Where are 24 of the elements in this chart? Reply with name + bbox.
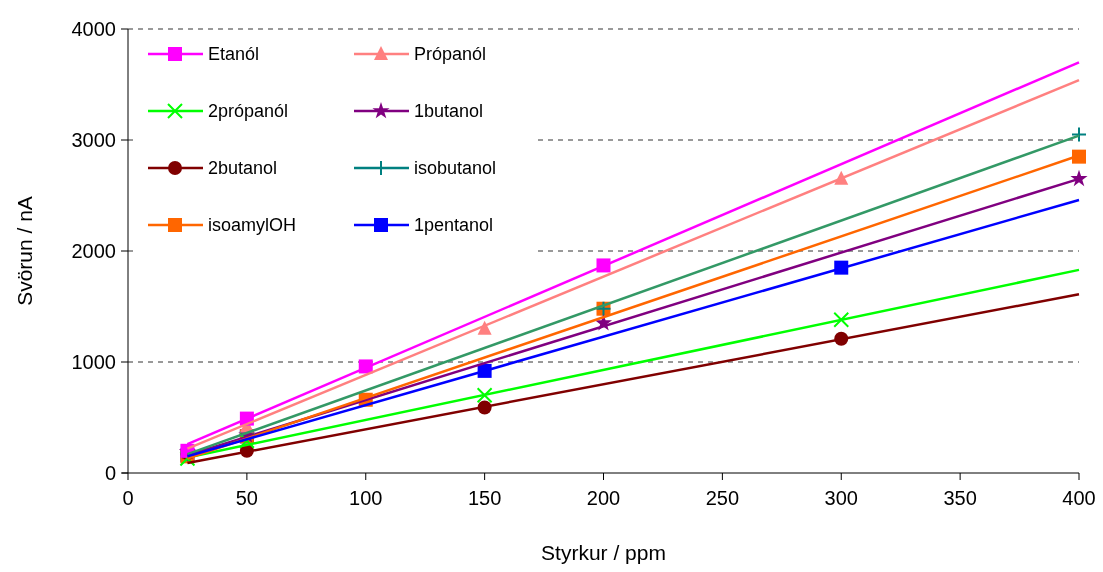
x-tick-label: 250	[705, 487, 740, 509]
legend-label: 1pentanol	[414, 215, 494, 236]
y-tick-label: 4000	[71, 18, 116, 40]
y-tick-label: 3000	[71, 129, 116, 151]
y-tick-label: 1000	[71, 351, 116, 373]
x-tick-label: 0	[122, 487, 134, 509]
legend-label: Etanól	[208, 44, 260, 65]
legend-label: isoamylOH	[208, 215, 297, 236]
x-tick-label: 100	[349, 487, 383, 509]
legend-label: Própanól	[414, 44, 487, 65]
x-tick-label: 50	[235, 487, 258, 509]
y-tick-label: 0	[104, 462, 116, 484]
y-axis-title: Svörun / nA	[13, 196, 36, 306]
legend-label: 2butanol	[208, 158, 278, 179]
legend-label: isobutanol	[414, 158, 497, 179]
y-tick-label: 2000	[71, 240, 116, 262]
legend-label: 1butanol	[414, 101, 484, 122]
x-axis-title: Styrkur / ppm	[541, 541, 666, 564]
x-tick-label: 200	[586, 487, 621, 509]
legend-label: 2própanól	[208, 101, 289, 122]
x-tick-label: 150	[467, 487, 502, 509]
x-tick-label: 300	[824, 487, 858, 509]
x-tick-label: 350	[943, 487, 977, 509]
x-tick-label: 400	[1062, 487, 1096, 509]
